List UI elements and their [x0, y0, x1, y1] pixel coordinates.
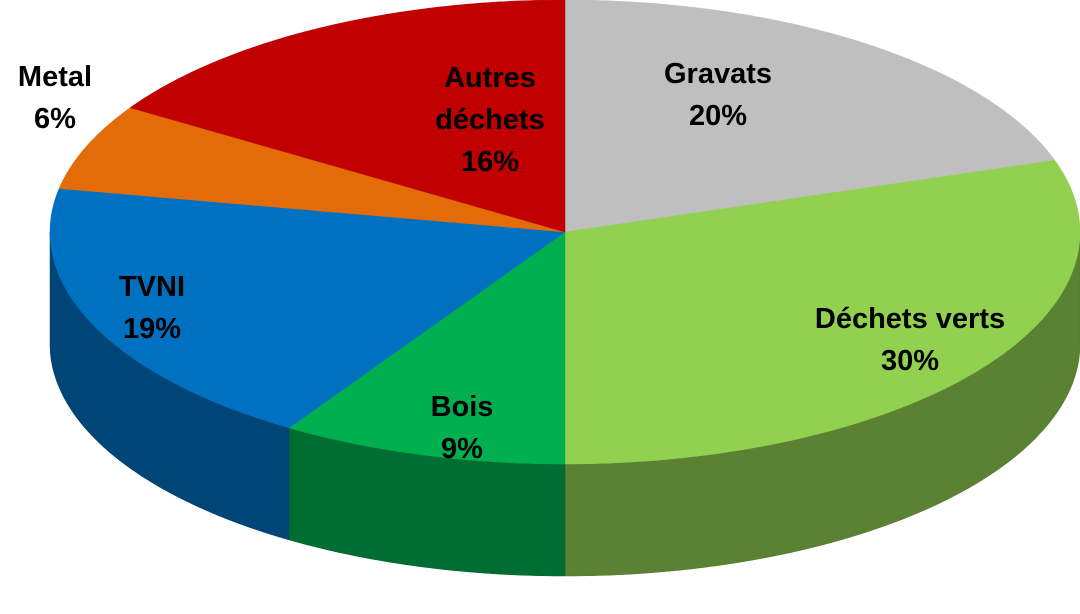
slice [58, 107, 566, 233]
data-label: TVNI 19% [119, 266, 185, 350]
category-label: Autres déchets [435, 62, 545, 136]
data-label: Gravats 20% [664, 53, 772, 137]
value-label: 30% [880, 345, 940, 377]
category-label: Déchets verts [814, 303, 1006, 335]
slice [129, 0, 566, 233]
category-label: Bois [430, 391, 494, 423]
value-label: 9% [441, 433, 483, 465]
value-label: 6% [34, 103, 76, 135]
category-label: TVNI [118, 271, 186, 303]
slice [288, 231, 566, 465]
slice [49, 188, 566, 429]
category-label: Metal [17, 61, 93, 93]
value-label: 16% [460, 146, 520, 178]
value-label: 19% [122, 313, 182, 345]
data-label: Metal 6% [18, 56, 92, 140]
slice [564, 0, 1056, 233]
data-label: Déchets verts 30% [815, 298, 1005, 382]
value-label: 20% [688, 100, 748, 132]
data-label: Autres déchets 16% [420, 57, 560, 183]
data-label: Bois 9% [431, 386, 494, 470]
category-label: Gravats [663, 58, 773, 90]
